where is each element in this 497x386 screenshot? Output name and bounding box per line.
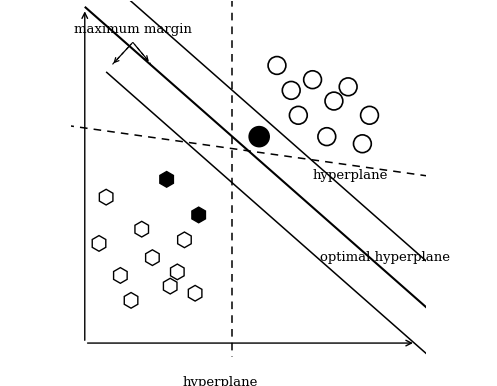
Text: optimal hyperplane: optimal hyperplane [320, 251, 450, 264]
Text: maximum margin: maximum margin [74, 24, 192, 36]
Circle shape [249, 127, 269, 147]
Text: hyperplane: hyperplane [313, 169, 388, 182]
Text: hyperplane: hyperplane [182, 376, 258, 386]
